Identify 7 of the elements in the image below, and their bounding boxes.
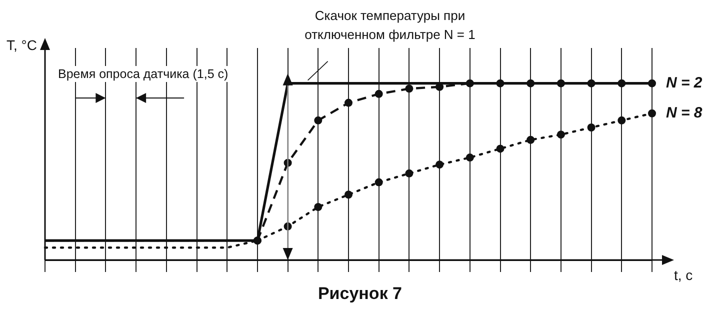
- text: Скачок температуры при отключенном фильтре N = 1: [304, 7, 476, 44]
- y-axis-title: T, °C: [6, 36, 37, 53]
- x-axis-title: t, с: [674, 266, 693, 283]
- series-label: N = 2: [666, 74, 703, 92]
- series-label: N = 8: [666, 104, 703, 122]
- text: Рисунок 7: [316, 283, 404, 305]
- text: Время опроса датчика (1,5 с): [55, 66, 232, 82]
